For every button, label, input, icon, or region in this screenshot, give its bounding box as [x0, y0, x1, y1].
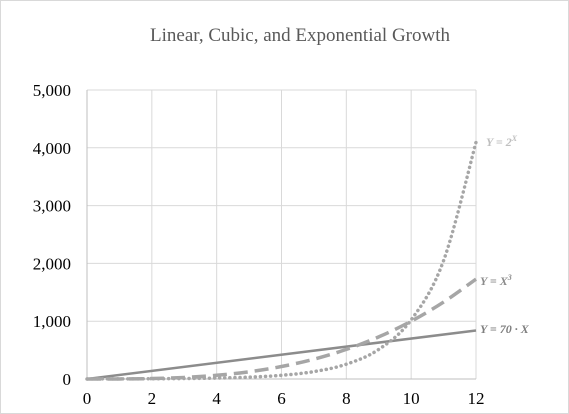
series-label-1: Y = 2X: [486, 134, 518, 149]
series-label-2: Y = X3: [480, 273, 512, 288]
y-tick-label: 0: [63, 370, 72, 389]
x-tick-label: 2: [148, 389, 157, 408]
x-axis-ticks: 0 2 4 6 8 10 12: [83, 389, 485, 408]
gridlines: [86, 89, 477, 380]
x-tick-label: 8: [342, 389, 351, 408]
series-line-1: [85, 140, 478, 381]
y-tick-label: 3,000: [33, 197, 71, 216]
series-lines: [85, 140, 478, 381]
x-tick-label: 0: [83, 389, 92, 408]
y-tick-label: 4,000: [33, 139, 71, 158]
series-line-3: [86, 329, 477, 381]
x-tick-label: 4: [212, 389, 221, 408]
y-tick-label: 2,000: [33, 254, 71, 273]
series-label-3: Y = 70 · X: [480, 322, 530, 336]
x-tick-label: 6: [277, 389, 286, 408]
y-axis-ticks: 0 1,000 2,000 3,000 4,000 5,000: [33, 81, 71, 389]
y-tick-label: 1,000: [33, 312, 71, 331]
y-tick-label: 5,000: [33, 81, 71, 100]
x-tick-label: 12: [468, 389, 485, 408]
series-labels: Y = 2X Y = X3 Y = 70 · X: [480, 134, 530, 336]
chart-title: Linear, Cubic, and Exponential Growth: [150, 25, 450, 46]
x-tick-label: 10: [403, 389, 420, 408]
